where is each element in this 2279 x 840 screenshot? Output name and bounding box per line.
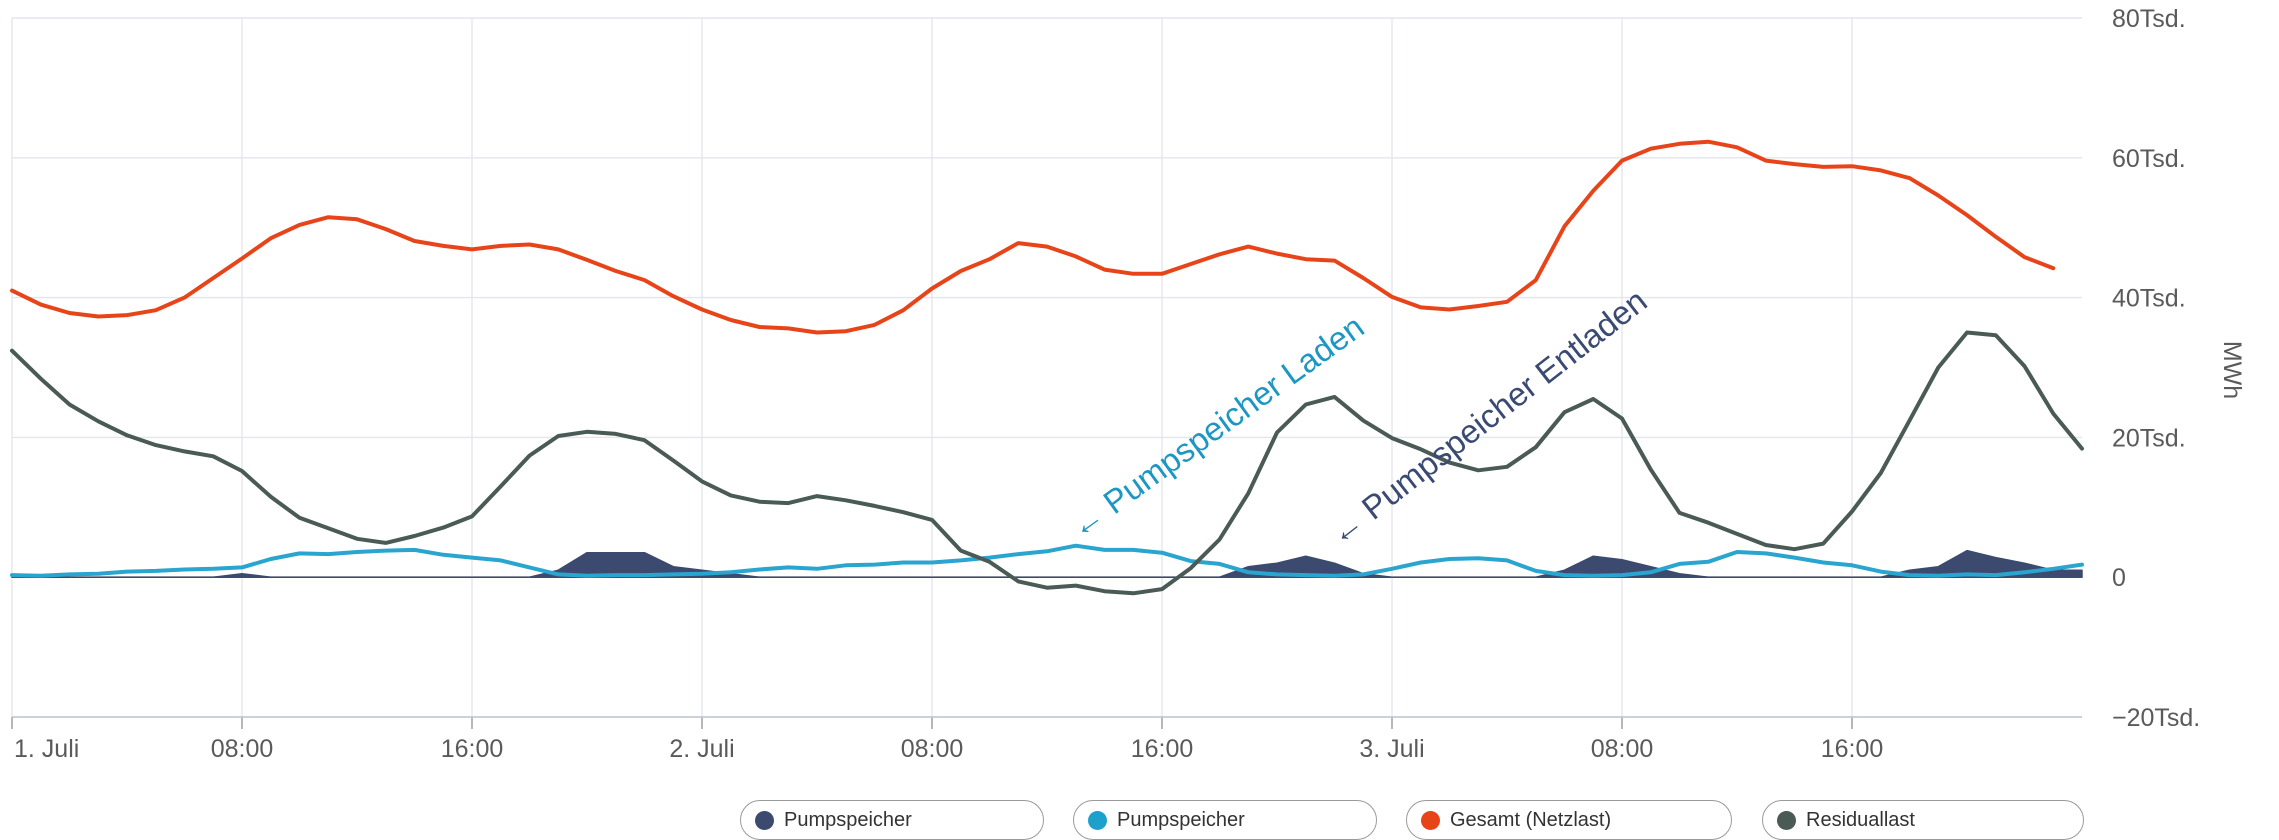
annotation-laden: ← Pumpspeicher Laden bbox=[1062, 308, 1370, 546]
y-tick-label: 60Tsd. bbox=[2112, 145, 2186, 173]
legend-dot-icon bbox=[1088, 810, 1107, 830]
legend-dot-icon bbox=[1421, 810, 1440, 830]
annotation-laden-text: ← Pumpspeicher Laden bbox=[1062, 308, 1370, 546]
legend-label: Gesamt (Netzlast) bbox=[1450, 808, 1612, 831]
legend-item-pumpspeicher-entladen[interactable]: Pumpspeicher bbox=[740, 800, 1044, 840]
x-tick-label: 08:00 bbox=[1591, 735, 1654, 763]
series-group bbox=[10, 139, 2084, 596]
legend-item-pumpspeicher-laden[interactable]: Pumpspeicher bbox=[1073, 800, 1377, 840]
legend-label: Pumpspeicher bbox=[1117, 808, 1245, 831]
legend-label: Residuallast bbox=[1806, 808, 1915, 831]
x-tick-label: 08:00 bbox=[901, 735, 964, 763]
series-line-gesamt-netzlast bbox=[10, 139, 2056, 335]
legend-label: Pumpspeicher bbox=[784, 808, 912, 831]
x-tick-label: 16:00 bbox=[1131, 735, 1194, 763]
legend-dot-icon bbox=[1777, 810, 1796, 830]
y-tick-label: 20Tsd. bbox=[2112, 424, 2186, 452]
x-axis-ticks: 1. Juli 08:00 16:00 2. Juli 08:00 16:00 3. Jul… bbox=[14, 735, 1883, 763]
y-tick-label: 80Tsd. bbox=[2112, 5, 2186, 33]
x-tick-label: 16:00 bbox=[1821, 735, 1884, 763]
legend-dot-icon bbox=[755, 810, 774, 830]
series-area-pumpspeicher-entladen bbox=[11, 549, 2083, 578]
legend: Pumpspeicher Pumpspeicher Gesamt (Netzla… bbox=[0, 800, 2279, 840]
x-tick-label: 16:00 bbox=[441, 735, 504, 763]
x-tick-label: 08:00 bbox=[211, 735, 274, 763]
y-axis-ticks: 80Tsd. 60Tsd. 40Tsd. 20Tsd. 0 −20Tsd. bbox=[2112, 5, 2200, 732]
y-axis-unit-label: MWh bbox=[2218, 341, 2246, 399]
legend-item-gesamt-netzlast[interactable]: Gesamt (Netzlast) bbox=[1406, 800, 1732, 840]
annotation-entladen: ← Pumpspeicher Entladen bbox=[1322, 282, 1654, 553]
y-tick-label: 40Tsd. bbox=[2112, 285, 2186, 313]
series-line-residuallast bbox=[10, 330, 2084, 596]
grid bbox=[11, 17, 2082, 729]
x-tick-label: 1. Juli bbox=[14, 735, 79, 763]
series-line-pumpspeicher-laden bbox=[10, 543, 2084, 578]
annotation-entladen-text: ← Pumpspeicher Entladen bbox=[1322, 282, 1654, 553]
legend-item-residuallast[interactable]: Residuallast bbox=[1762, 800, 2084, 840]
x-tick-label: 2. Juli bbox=[669, 735, 734, 763]
y-tick-label: 0 bbox=[2112, 564, 2126, 592]
x-tick-label: 3. Juli bbox=[1359, 735, 1424, 763]
y-tick-label: −20Tsd. bbox=[2112, 704, 2200, 732]
